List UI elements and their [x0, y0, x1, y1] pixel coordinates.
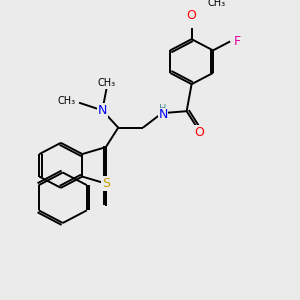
Text: CH₃: CH₃ — [98, 78, 116, 88]
Text: O: O — [187, 9, 196, 22]
Text: O: O — [194, 126, 204, 139]
Text: N: N — [98, 104, 107, 117]
Text: CH₃: CH₃ — [58, 96, 76, 106]
Text: CH₃: CH₃ — [207, 0, 225, 8]
Text: N: N — [158, 109, 168, 122]
Text: H: H — [159, 103, 167, 114]
Text: F: F — [234, 35, 241, 48]
Text: S: S — [102, 177, 110, 190]
